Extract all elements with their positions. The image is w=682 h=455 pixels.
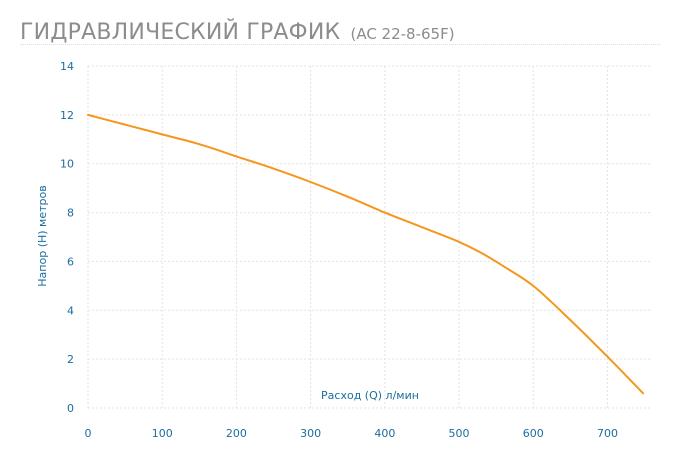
y-tick-label: 10 [60, 158, 74, 171]
x-axis-label: Расход (Q) л/мин [321, 389, 419, 402]
chart-title-model: (AC 22-8-65F) [350, 25, 455, 43]
y-tick-label: 4 [67, 304, 74, 317]
y-axis-ticks: 0 2 4 6 8 10 12 14 [60, 60, 74, 415]
series-line [87, 113, 645, 395]
chart-series [87, 113, 645, 395]
chart-grid [87, 65, 652, 409]
y-tick-label: 0 [67, 402, 74, 415]
chart-title-main: ГИДРАВЛИЧЕСКИЙ ГРАФИК [20, 20, 341, 45]
chart-title: ГИДРАВЛИЧЕСКИЙ ГРАФИК (AC 22-8-65F) [20, 9, 455, 47]
title-divider [20, 44, 660, 45]
x-tick-label: 0 [85, 427, 92, 440]
x-tick-label: 400 [374, 427, 395, 440]
x-tick-label: 100 [152, 427, 173, 440]
x-tick-label: 700 [597, 427, 618, 440]
x-tick-label: 300 [300, 427, 321, 440]
x-tick-label: 500 [449, 427, 470, 440]
y-tick-label: 12 [60, 109, 74, 122]
y-tick-label: 14 [60, 60, 74, 73]
x-tick-label: 600 [523, 427, 544, 440]
y-tick-label: 2 [67, 353, 74, 366]
y-axis-label: Напор (H) метров [36, 185, 49, 286]
x-tick-label: 200 [226, 427, 247, 440]
x-axis-ticks: 0 100 200 300 400 500 600 700 [85, 427, 618, 440]
y-tick-label: 8 [67, 207, 74, 220]
y-tick-label: 6 [67, 255, 74, 268]
